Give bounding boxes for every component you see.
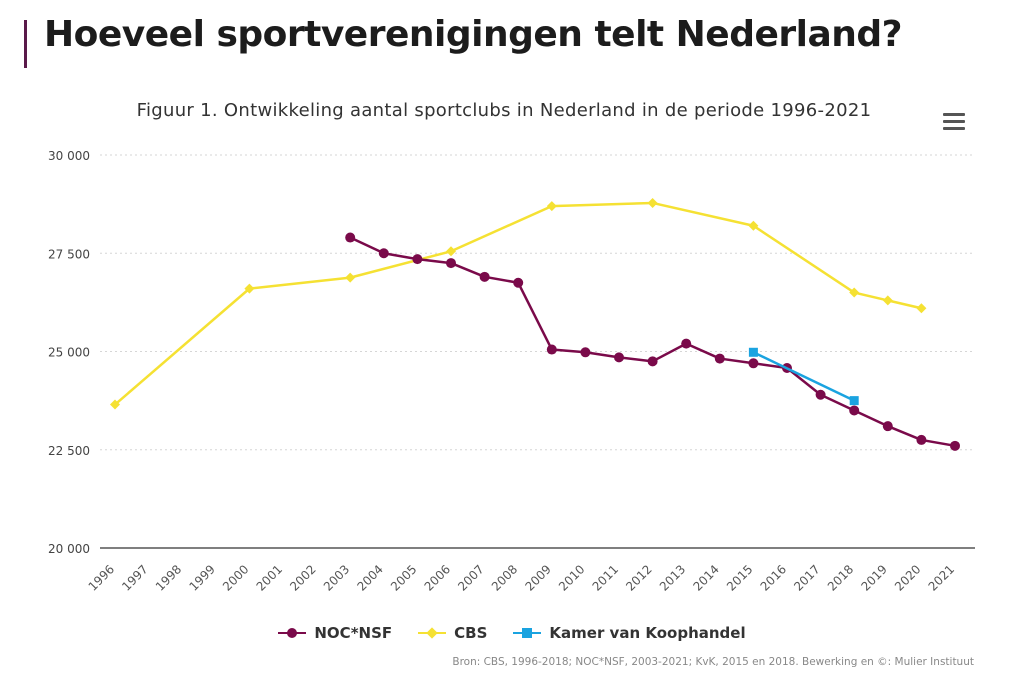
source-note: Bron: CBS, 1996-2018; NOC*NSF, 2003-2021… [452, 656, 974, 668]
data-point-noc-nsf [345, 232, 356, 243]
y-tick-label: 22 500 [48, 444, 90, 458]
x-tick-label: 2012 [623, 562, 654, 593]
x-tick-label: 2017 [791, 562, 822, 593]
hamburger-menu-icon[interactable] [940, 110, 968, 134]
data-point-noc-nsf [446, 258, 456, 269]
series-line-cbs [114, 201, 922, 406]
data-point-noc-nsf [378, 248, 389, 259]
chart-legend: NOC*NSF CBS Kamer van Koophandel [0, 624, 1024, 642]
x-tick-label: 2006 [422, 562, 453, 593]
x-tick-label: 2005 [388, 562, 419, 593]
legend-symbol-kvk [513, 626, 542, 640]
data-point-noc-nsf [647, 356, 658, 367]
x-tick-label: 2011 [590, 562, 621, 593]
data-point-cbs [647, 197, 658, 208]
x-tick-label: 2002 [287, 562, 318, 593]
data-point-noc-nsf [950, 440, 960, 451]
title-accent-bar [24, 20, 27, 68]
y-tick-label: 30 000 [48, 149, 90, 163]
data-point-noc-nsf [916, 434, 927, 445]
data-point-noc-nsf [580, 347, 591, 358]
data-point-kamer-van-koophandel [849, 396, 859, 406]
x-tick-label: 2004 [354, 562, 385, 593]
x-tick-label: 2019 [858, 562, 889, 593]
x-tick-label: 2014 [690, 562, 721, 593]
data-point-noc-nsf [849, 405, 860, 416]
x-tick-label: 2018 [825, 562, 856, 593]
chart-title: Figuur 1. Ontwikkeling aantal sportclubs… [136, 100, 872, 121]
x-tick-label: 2013 [657, 562, 688, 593]
data-point-noc-nsf [681, 338, 692, 349]
x-tick-label: 1999 [186, 562, 217, 593]
legend-label-nocnsf: NOC*NSF [314, 624, 393, 642]
legend-symbol-nocnsf [278, 626, 307, 640]
legend-symbol-cbs [418, 626, 447, 640]
data-point-cbs [546, 201, 557, 212]
data-point-cbs [849, 287, 860, 298]
legend-label-cbs: CBS [454, 624, 488, 642]
data-point-cbs [345, 272, 356, 283]
data-point-cbs [244, 283, 255, 294]
x-tick-label: 1996 [86, 562, 117, 593]
data-point-noc-nsf [882, 421, 893, 432]
x-tick-label: 2016 [758, 562, 789, 593]
data-point-cbs [882, 295, 893, 306]
x-tick-label: 2020 [892, 562, 923, 593]
y-tick-label: 25 000 [48, 346, 90, 360]
x-tick-label: 2001 [254, 562, 285, 593]
legend-item-kvk[interactable]: Kamer van Koophandel [513, 624, 746, 642]
data-point-kamer-van-koophandel [748, 347, 758, 357]
data-point-noc-nsf [614, 352, 624, 363]
y-tick-label: 27 500 [48, 247, 90, 261]
data-point-noc-nsf [546, 344, 557, 355]
data-point-cbs [446, 246, 456, 257]
data-point-noc-nsf [479, 271, 490, 282]
x-tick-label: 2009 [522, 562, 553, 593]
x-tick-label: 1998 [153, 562, 184, 593]
data-point-cbs [748, 220, 759, 231]
legend-item-cbs[interactable]: CBS [418, 624, 487, 642]
data-point-noc-nsf [714, 353, 725, 364]
x-tick-label: 2021 [926, 562, 957, 593]
data-point-noc-nsf [513, 277, 524, 288]
data-point-noc-nsf [815, 389, 826, 400]
legend-item-nocnsf[interactable]: NOC*NSF [278, 624, 392, 642]
y-tick-label: 20 000 [48, 542, 90, 556]
legend-label-kvk: Kamer van Koophandel [549, 624, 746, 642]
x-tick-label: 1997 [119, 562, 150, 593]
x-tick-label: 2000 [220, 562, 251, 593]
page-title: Hoeveel sportverenigingen telt Nederland… [44, 14, 903, 55]
x-tick-label: 2003 [321, 562, 352, 593]
x-tick-label: 2010 [556, 562, 587, 593]
data-point-noc-nsf [412, 254, 423, 265]
x-tick-label: 2015 [724, 562, 755, 593]
series-line-noc-nsf [349, 236, 956, 448]
x-tick-label: 2008 [489, 562, 520, 593]
data-point-cbs [916, 303, 927, 314]
series-line-kamer-van-koophandel [752, 351, 855, 402]
data-point-noc-nsf [748, 358, 759, 369]
x-tick-label: 2007 [455, 562, 486, 593]
data-point-cbs [110, 399, 120, 410]
